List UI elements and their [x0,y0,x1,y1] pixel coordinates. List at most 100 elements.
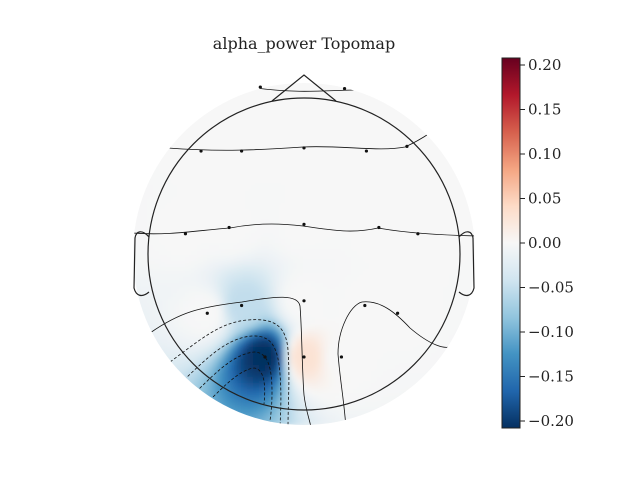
field-cell [139,311,146,318]
field-cell [289,83,296,90]
field-cell [157,197,164,204]
field-cell [193,419,200,425]
field-cell [349,269,356,276]
field-cell [157,173,164,180]
field-cell [139,107,146,114]
field-cell [325,353,332,360]
field-cell [427,401,434,408]
field-cell [247,359,254,366]
field-cell [151,317,158,324]
field-cell [415,125,422,132]
field-cell [217,293,224,300]
field-cell [439,275,446,282]
field-cell [289,305,296,312]
field-cell [325,215,332,222]
field-cell [433,185,440,192]
field-cell [157,419,164,425]
field-cell [463,107,470,114]
field-cell [253,353,260,360]
field-cell [133,275,140,282]
field-cell [373,143,380,150]
field-cell [409,389,416,396]
field-cell [331,95,338,102]
field-cell [415,275,422,282]
field-cell [457,275,464,282]
field-cell [463,233,470,240]
field-cell [313,239,320,246]
field-cell [229,419,236,425]
field-cell [139,257,146,264]
field-cell [157,227,164,234]
field-cell [469,191,475,198]
field-cell [271,161,278,168]
field-cell [469,275,475,282]
field-cell [379,251,386,258]
field-cell [307,119,314,126]
field-cell [385,161,392,168]
field-cell [235,89,242,96]
field-cell [235,125,242,132]
field-cell [451,185,458,192]
field-cell [385,101,392,108]
field-cell [181,89,188,96]
topomap-field [133,83,475,425]
field-cell [181,203,188,210]
field-cell [217,209,224,216]
field-cell [391,347,398,354]
field-cell [451,113,458,120]
field-cell [199,419,206,425]
field-cell [307,377,314,384]
field-cell [403,395,410,402]
field-cell [391,257,398,264]
field-cell [427,161,434,168]
field-cell [295,353,302,360]
field-cell [373,329,380,336]
field-cell [151,95,158,102]
field-cell [211,185,218,192]
field-cell [247,257,254,264]
field-cell [373,335,380,342]
field-cell [313,257,320,264]
field-cell [337,101,344,108]
field-cell [277,107,284,114]
field-cell [163,347,170,354]
field-cell [277,143,284,150]
field-cell [259,125,266,132]
field-cell [445,335,452,342]
field-cell [241,137,248,144]
field-cell [265,413,272,420]
field-cell [349,419,356,425]
field-cell [169,233,176,240]
field-cell [403,263,410,270]
field-cell [307,257,314,264]
field-cell [433,269,440,276]
field-cell [247,125,254,132]
field-cell [199,161,206,168]
field-cell [415,335,422,342]
field-cell [451,305,458,312]
field-cell [139,101,146,108]
field-cell [451,89,458,96]
field-cell [301,275,308,282]
field-cell [181,275,188,282]
field-cell [427,143,434,150]
field-cell [151,83,158,90]
field-cell [457,323,464,330]
field-cell [355,299,362,306]
field-cell [355,347,362,354]
field-cell [259,257,266,264]
field-cell [463,191,470,198]
field-cell [391,317,398,324]
field-cell [253,287,260,294]
field-cell [337,179,344,186]
field-cell [421,239,428,246]
field-cell [151,383,158,390]
field-cell [379,407,386,414]
field-cell [301,293,308,300]
contour-line [195,351,273,425]
field-cell [151,179,158,186]
field-cell [337,191,344,198]
field-cell [361,347,368,354]
field-cell [205,395,212,402]
field-cell [229,113,236,120]
